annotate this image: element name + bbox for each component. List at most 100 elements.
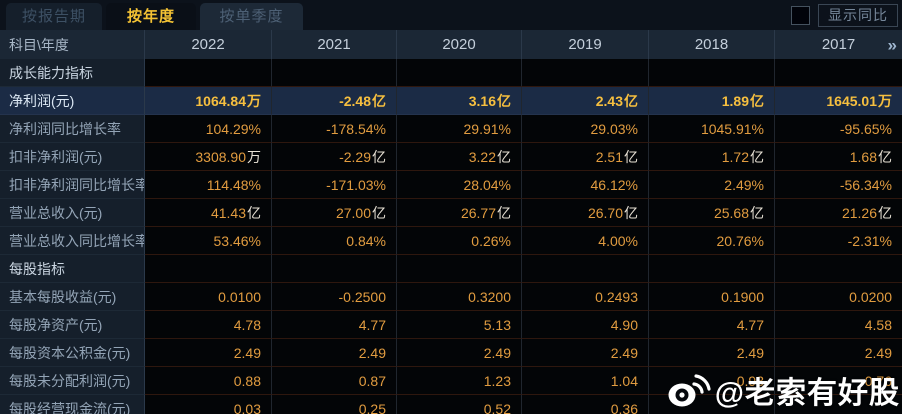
cell-2022: 41.43 亿: [145, 199, 272, 227]
cell-2017: [775, 395, 902, 414]
cell-2022: 0.0100: [145, 283, 272, 311]
cell-2019: 2.49: [522, 339, 649, 367]
cell-2021: -0.2500: [272, 283, 397, 311]
row-label: 扣非净利润(元): [0, 143, 145, 171]
cell-2018: 1.72 亿: [649, 143, 775, 171]
cell-2018: [649, 255, 775, 283]
corner-label: 科目\年度: [0, 30, 145, 59]
show-yoy-label[interactable]: 显示同比: [818, 4, 898, 27]
year-header-2018: 2018: [649, 30, 775, 59]
cell-2022: 4.78: [145, 311, 272, 339]
cell-2018: 1.89 亿: [649, 87, 775, 115]
row-label: 每股资本公积金(元): [0, 339, 145, 367]
table-row: 每股指标: [0, 255, 902, 283]
cell-2019: 26.70 亿: [522, 199, 649, 227]
row-label: 扣非净利润同比增长率: [0, 171, 145, 199]
cell-2017: 0.76: [775, 367, 902, 395]
cell-2022: 0.88: [145, 367, 272, 395]
cell-2019: [522, 59, 649, 87]
cell-2019: 0.2493: [522, 283, 649, 311]
cell-2020: 0.3200: [397, 283, 522, 311]
table-row: 营业总收入(元) 41.43 亿 27.00 亿 26.77 亿 26.70 亿 25.…: [0, 199, 902, 227]
cell-2020: 0.26%: [397, 227, 522, 255]
table-row: 扣非净利润(元) 3308.90 万 -2.29 亿 3.22 亿 2.51 亿 1.7…: [0, 143, 902, 171]
cell-2017: 2.49: [775, 339, 902, 367]
cell-2022: [145, 59, 272, 87]
cell-2022: 104.29%: [145, 115, 272, 143]
cell-2020: [397, 59, 522, 87]
cell-2021: -2.48 亿: [272, 87, 397, 115]
cell-2022: 53.46%: [145, 227, 272, 255]
row-label: 净利润(元): [0, 87, 145, 115]
table-header-row: 科目\年度 2022 2021 2020 2019 2018 2017 »: [0, 30, 902, 59]
cell-2018: 2.49: [649, 339, 775, 367]
cell-2019: 46.12%: [522, 171, 649, 199]
cell-2020: 28.04%: [397, 171, 522, 199]
period-tab-bar: 按报告期 按年度 按单季度 显示同比: [0, 0, 902, 30]
row-label: 营业总收入同比增长率: [0, 227, 145, 255]
cell-2020: 0.52: [397, 395, 522, 414]
year-header-2019: 2019: [522, 30, 649, 59]
cell-2019: 1.04: [522, 367, 649, 395]
cell-2021: -178.54%: [272, 115, 397, 143]
year-header-2021: 2021: [272, 30, 397, 59]
table-body: 成长能力指标 净利润(元) 1064.84 万 -2.48 亿 3.16 亿 2.43…: [0, 59, 902, 414]
cell-2019: 29.03%: [522, 115, 649, 143]
cell-2017: 0.0200: [775, 283, 902, 311]
cell-2017: -95.65%: [775, 115, 902, 143]
cell-2019: 2.51 亿: [522, 143, 649, 171]
cell-2021: -2.29 亿: [272, 143, 397, 171]
cell-2018: 1045.91%: [649, 115, 775, 143]
cell-2019: 4.00%: [522, 227, 649, 255]
cell-2021: -171.03%: [272, 171, 397, 199]
cell-2019: 2.43 亿: [522, 87, 649, 115]
cell-2018: 25.68 亿: [649, 199, 775, 227]
row-label: 净利润同比增长率: [0, 115, 145, 143]
cell-2018: [649, 395, 775, 414]
cell-2022: 3308.90 万: [145, 143, 272, 171]
show-yoy-checkbox[interactable]: [791, 6, 810, 25]
row-label: 成长能力指标: [0, 59, 145, 87]
cell-2017: 4.58: [775, 311, 902, 339]
cell-2020: 26.77 亿: [397, 199, 522, 227]
year-header-2020: 2020: [397, 30, 522, 59]
cell-2021: [272, 59, 397, 87]
cell-2020: 1.23: [397, 367, 522, 395]
table-row: 净利润同比增长率 104.29% -178.54% 29.91% 29.03% …: [0, 115, 902, 143]
cell-2019: 0.36: [522, 395, 649, 414]
cell-2020: [397, 255, 522, 283]
row-label: 每股经营现金流(元): [0, 395, 145, 414]
cell-2021: 27.00 亿: [272, 199, 397, 227]
row-label: 每股未分配利润(元): [0, 367, 145, 395]
cell-2022: 2.49: [145, 339, 272, 367]
cell-2022: 1064.84 万: [145, 87, 272, 115]
cell-2021: 0.25: [272, 395, 397, 414]
table-row: 每股未分配利润(元) 0.88 0.87 1.23 1.04 0.93 0.76: [0, 367, 902, 395]
cell-2021: 2.49: [272, 339, 397, 367]
cell-2022: [145, 255, 272, 283]
row-label: 营业总收入(元): [0, 199, 145, 227]
cell-2021: 0.87: [272, 367, 397, 395]
row-label: 每股指标: [0, 255, 145, 283]
table-row: 每股经营现金流(元) 0.03 0.25 0.52 0.36: [0, 395, 902, 414]
cell-2017: [775, 255, 902, 283]
cell-2017: [775, 59, 902, 87]
table-row: 营业总收入同比增长率 53.46% 0.84% 0.26% 4.00% 20.7…: [0, 227, 902, 255]
cell-2021: 4.77: [272, 311, 397, 339]
cell-2020: 3.16 亿: [397, 87, 522, 115]
cell-2020: 3.22 亿: [397, 143, 522, 171]
tab-yearly[interactable]: 按年度: [106, 3, 196, 30]
table-row: 净利润(元) 1064.84 万 -2.48 亿 3.16 亿 2.43 亿 1.89 亿…: [0, 87, 902, 115]
cell-2017: -2.31%: [775, 227, 902, 255]
cell-2019: 4.90: [522, 311, 649, 339]
tab-report-period[interactable]: 按报告期: [6, 3, 102, 30]
cell-2017: 1645.01 万: [775, 87, 902, 115]
cell-2018: 0.93: [649, 367, 775, 395]
table-row: 成长能力指标: [0, 59, 902, 87]
tab-quarterly[interactable]: 按单季度: [200, 3, 303, 30]
more-years-chevron-icon[interactable]: »: [887, 35, 897, 54]
cell-2018: 2.49%: [649, 171, 775, 199]
table-row: 基本每股收益(元) 0.0100 -0.2500 0.3200 0.2493 0…: [0, 283, 902, 311]
year-header-2017-label: 2017: [821, 36, 856, 53]
cell-2017: -56.34%: [775, 171, 902, 199]
